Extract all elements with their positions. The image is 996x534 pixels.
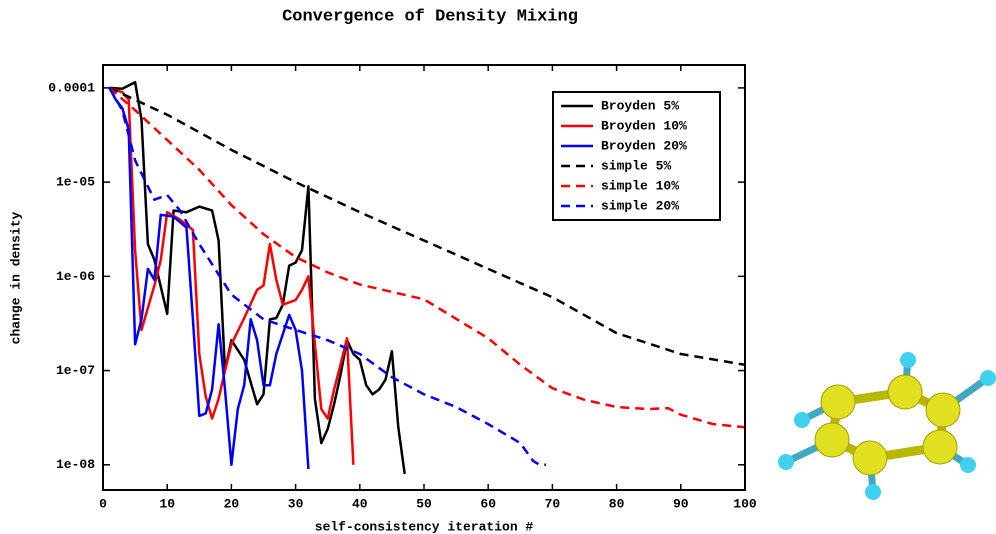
x-tick-label: 10 [159,496,175,511]
x-tick-label: 30 [288,496,304,511]
legend-label: simple 10% [601,178,679,193]
x-tick-label: 90 [673,496,689,511]
x-tick-label: 50 [416,496,432,511]
x-tick-label: 60 [480,496,496,511]
legend-label: simple 20% [601,198,679,213]
x-tick-label: 20 [224,496,240,511]
y-tick-label: 1e-05 [56,175,95,190]
molecule [778,352,996,500]
series-line [108,87,546,467]
series-line [108,86,746,429]
y-tick-label: 1e-06 [56,269,95,284]
x-tick-label: 80 [609,496,625,511]
y-tick-label: 1e-08 [56,457,95,472]
plot-frame [102,64,746,491]
series-line [109,86,355,465]
x-tick-label: 40 [352,496,368,511]
y-tick-label: 1e-07 [56,363,95,378]
series-line [108,86,746,367]
legend-label: Broyden 5% [601,98,679,113]
legend-label: Broyden 10% [601,118,687,133]
legend-label: simple 5% [601,158,671,173]
chart-title: Convergence of Density Mixing [282,7,578,26]
y-axis-label: change in density [8,211,23,344]
x-tick-label: 70 [545,496,561,511]
x-tick-label: 100 [733,496,757,511]
series-line [108,87,310,470]
legend-box [552,91,721,221]
x-tick-label: 0 [99,496,107,511]
legend-label: Broyden 20% [601,138,687,153]
y-tick-label: 0.0001 [48,80,95,95]
x-axis-label: self-consistency iteration # [315,519,534,534]
